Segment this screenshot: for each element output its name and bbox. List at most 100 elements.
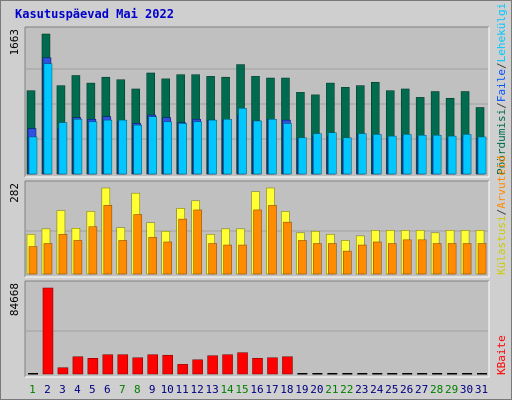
bar-kbytes (102, 354, 114, 375)
legend: KBaite (495, 335, 508, 375)
x-tick-label: 15 (235, 383, 248, 396)
bar-pages (373, 134, 382, 175)
bar-sites (133, 214, 143, 275)
x-tick-label: 2 (44, 383, 51, 396)
legend-entry: / (495, 62, 508, 69)
bar-pages (58, 122, 68, 175)
bar-sites (462, 243, 472, 275)
bar-kbytes (267, 357, 278, 375)
x-tick-label: 21 (325, 383, 338, 396)
bar-sites (28, 246, 38, 275)
y-axis-max-label: 1663 (8, 29, 21, 56)
bar-sites (103, 205, 113, 275)
bar-sites (298, 240, 307, 275)
bar-pages (313, 133, 322, 175)
bar-pages (238, 108, 247, 175)
bar-kbytes (282, 356, 293, 375)
bar-pages (193, 121, 202, 175)
bar-pages (103, 119, 113, 175)
bar-pages (163, 121, 172, 175)
bar-pages (358, 133, 367, 175)
bar-sites (43, 243, 53, 275)
bar-pages (43, 63, 53, 175)
bar-kbytes (432, 373, 443, 375)
x-tick-label: 19 (295, 383, 308, 396)
bar-kbytes (237, 352, 248, 375)
legend: Külastusi/Arvuteid (495, 156, 508, 275)
bar-kbytes (147, 354, 158, 375)
bar-kbytes (402, 373, 413, 375)
bar-sites (163, 241, 172, 275)
x-tick-label: 25 (385, 383, 398, 396)
bar-pages (118, 119, 128, 175)
x-tick-label: 31 (475, 383, 488, 396)
x-tick-label: 6 (104, 383, 111, 396)
bar-sites (268, 205, 277, 275)
x-tick-label: 14 (220, 383, 234, 396)
bar-kbytes (57, 367, 69, 375)
bar-kbytes (222, 354, 233, 375)
bar-kbytes (327, 373, 338, 375)
bar-pages (283, 123, 292, 175)
bar-kbytes (357, 373, 368, 375)
x-tick-label: 11 (176, 383, 189, 396)
x-tick-label: 29 (445, 383, 458, 396)
bar-kbytes (297, 373, 308, 375)
bar-sites (328, 243, 337, 275)
bar-sites (253, 209, 262, 275)
legend: Pöördumisi/Faile/Lehekülgi (495, 3, 508, 175)
bar-pages (402, 134, 412, 175)
bar-sites (477, 243, 487, 275)
bar-kbytes (372, 373, 383, 375)
x-tick-label: 23 (355, 383, 368, 396)
bar-pages (477, 136, 487, 175)
bar-pages (133, 124, 143, 175)
x-tick-label: 26 (400, 383, 413, 396)
bar-sites (447, 243, 457, 275)
bar-sites (148, 237, 157, 275)
bar-sites (358, 244, 367, 275)
bar-kbytes (417, 373, 428, 375)
bar-pages (343, 137, 352, 175)
bar-sites (223, 244, 232, 275)
bar-kbytes (87, 358, 99, 375)
bar-pages (28, 136, 38, 175)
x-tick-label: 3 (59, 383, 66, 396)
legend-entry: Pöördumisi (495, 109, 508, 175)
bar-sites (238, 244, 247, 275)
bar-kbytes (477, 373, 488, 375)
chart-title: Kasutuspäevad Mai 2022 (15, 7, 174, 21)
bar-pages (268, 119, 277, 175)
x-tick-label: 7 (119, 383, 126, 396)
x-tick-label: 13 (205, 383, 218, 396)
bar-kbytes (342, 373, 353, 375)
bar-pages (208, 119, 217, 175)
bar-kbytes (162, 354, 173, 375)
bar-sites (313, 243, 322, 275)
bar-pages (88, 121, 98, 175)
bar-sites (432, 243, 442, 275)
bar-sites (73, 240, 83, 275)
x-tick-label: 22 (340, 383, 353, 396)
legend-entry: KBaite (495, 335, 508, 375)
bar-sites (178, 218, 187, 275)
bar-pages (73, 119, 83, 175)
x-tick-label: 4 (74, 383, 81, 396)
bar-sites (373, 241, 382, 275)
bar-pages (462, 134, 472, 175)
x-tick-label: 24 (370, 383, 384, 396)
bar-kbytes (387, 373, 398, 375)
bar-pages (328, 132, 337, 175)
bar-kbytes (42, 287, 54, 375)
bar-pages (447, 135, 457, 175)
legend-entry: / (495, 209, 508, 216)
x-tick-label: 5 (89, 383, 96, 396)
bar-kbytes (207, 355, 218, 375)
x-tick-label: 28 (430, 383, 443, 396)
legend-entry: Külastusi (495, 215, 508, 275)
legend-entry: Faile (495, 69, 508, 102)
y-axis-max-label: 84668 (8, 283, 21, 316)
bar-pages (253, 120, 262, 175)
bar-sites (402, 239, 412, 275)
